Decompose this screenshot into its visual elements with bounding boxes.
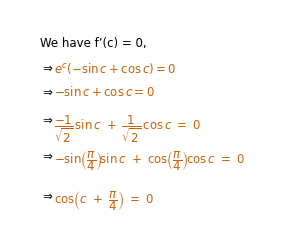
Text: $\Rightarrow$: $\Rightarrow$ <box>40 189 53 202</box>
Text: $\Rightarrow$: $\Rightarrow$ <box>40 61 53 74</box>
Text: $\Rightarrow$: $\Rightarrow$ <box>40 149 53 162</box>
Text: $\Rightarrow$: $\Rightarrow$ <box>40 113 53 126</box>
Text: $\cos\!\left(c\ +\ \dfrac{\pi}{4}\right)\ =\ 0$: $\cos\!\left(c\ +\ \dfrac{\pi}{4}\right)… <box>54 189 154 212</box>
Text: $-\sin\!\left(\dfrac{\pi}{4}\right)\!\mathrm{sin}\,c\ +\ \cos\!\left(\dfrac{\pi}: $-\sin\!\left(\dfrac{\pi}{4}\right)\!\ma… <box>54 149 245 173</box>
Text: We have f’(c) = 0,: We have f’(c) = 0, <box>40 37 146 50</box>
Text: $\dfrac{-1}{\sqrt{2}}\,\mathrm{sin}\,c\ +\ \dfrac{1}{\sqrt{2}}\,\mathrm{cos}\,c\: $\dfrac{-1}{\sqrt{2}}\,\mathrm{sin}\,c\ … <box>54 113 201 144</box>
Text: $\Rightarrow$: $\Rightarrow$ <box>40 85 53 98</box>
Text: $e^c(-\sin c + \cos c) = 0$: $e^c(-\sin c + \cos c) = 0$ <box>54 61 177 76</box>
Text: $-\sin c + \cos c = 0$: $-\sin c + \cos c = 0$ <box>54 85 155 99</box>
